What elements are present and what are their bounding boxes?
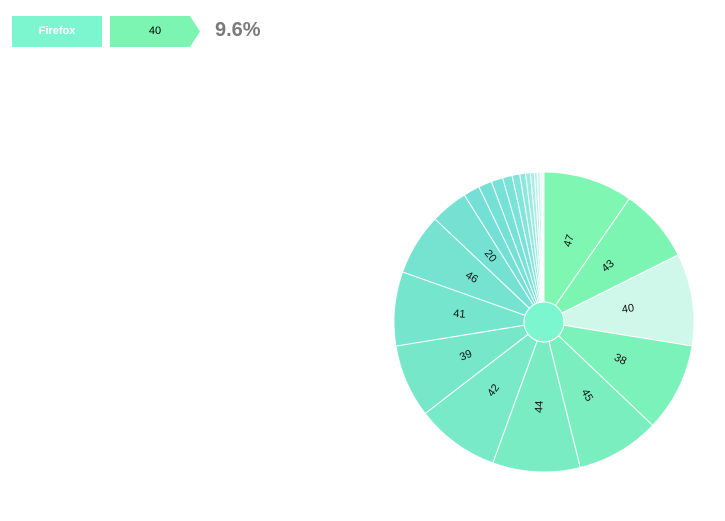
slice-label-39: 39 <box>458 348 474 364</box>
slice-label-47: 47 <box>562 233 577 248</box>
breadcrumb-version-label: 40 <box>148 25 162 37</box>
breadcrumb-browser[interactable]: Firefox <box>12 16 102 47</box>
slice-label-45: 45 <box>579 387 596 404</box>
breadcrumb-browser-shape <box>12 16 102 47</box>
slice-label-38: 38 <box>612 352 628 368</box>
slice-label-44: 44 <box>533 400 546 413</box>
breadcrumb-version-shape <box>110 16 200 47</box>
percentage-readout: 9.6% <box>215 19 261 41</box>
slice-label-41: 41 <box>453 308 466 321</box>
slice-label-42: 42 <box>485 382 502 399</box>
breadcrumb-browser-label: Firefox <box>38 25 76 37</box>
center-circle[interactable] <box>523 301 565 343</box>
slice-label-46: 46 <box>463 269 480 286</box>
breadcrumb-version[interactable]: 40 <box>110 16 200 47</box>
slice-label-40: 40 <box>621 302 635 316</box>
